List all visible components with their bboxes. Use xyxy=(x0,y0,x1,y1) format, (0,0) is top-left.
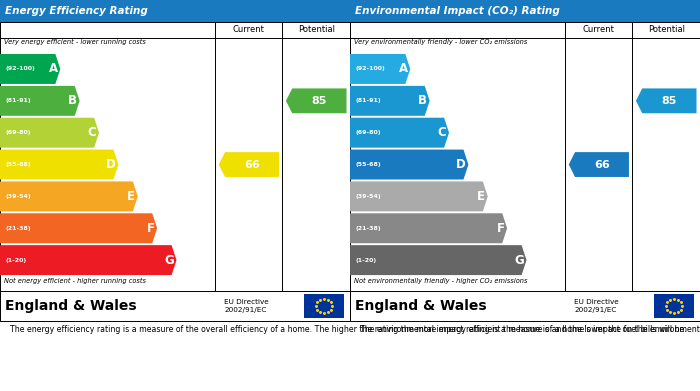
Text: Potential: Potential xyxy=(648,25,685,34)
Text: C: C xyxy=(88,126,97,139)
Text: F: F xyxy=(147,222,155,235)
Text: The environmental impact rating is a measure of a home's impact on the environme: The environmental impact rating is a mea… xyxy=(360,325,700,334)
Polygon shape xyxy=(218,152,279,177)
Bar xyxy=(654,294,694,318)
Polygon shape xyxy=(350,118,449,148)
Text: (55-68): (55-68) xyxy=(6,162,31,167)
Polygon shape xyxy=(0,213,157,243)
Text: (55-68): (55-68) xyxy=(355,162,381,167)
Text: The energy efficiency rating is a measure of the overall efficiency of a home. T: The energy efficiency rating is a measur… xyxy=(10,325,687,334)
Text: EU Directive
2002/91/EC: EU Directive 2002/91/EC xyxy=(224,299,269,313)
Polygon shape xyxy=(0,245,176,275)
Polygon shape xyxy=(350,54,410,84)
Polygon shape xyxy=(0,181,138,212)
Text: Not energy efficient - higher running costs: Not energy efficient - higher running co… xyxy=(4,278,146,284)
Text: 85: 85 xyxy=(312,96,327,106)
Text: (92-100): (92-100) xyxy=(6,66,35,72)
Text: (1-20): (1-20) xyxy=(6,258,27,263)
Text: A: A xyxy=(399,63,408,75)
Text: England & Wales: England & Wales xyxy=(355,299,487,313)
Text: (21-38): (21-38) xyxy=(355,226,381,231)
Polygon shape xyxy=(568,152,629,177)
Bar xyxy=(350,22,700,291)
Bar xyxy=(0,0,350,22)
Text: EU Directive
2002/91/EC: EU Directive 2002/91/EC xyxy=(574,299,619,313)
Bar xyxy=(304,294,344,318)
Text: B: B xyxy=(68,94,77,108)
Polygon shape xyxy=(0,118,99,148)
Text: D: D xyxy=(106,158,116,171)
Text: (81-91): (81-91) xyxy=(355,98,381,103)
Text: E: E xyxy=(127,190,135,203)
Text: Very energy efficient - lower running costs: Very energy efficient - lower running co… xyxy=(4,39,146,45)
Text: E: E xyxy=(477,190,485,203)
Text: Very environmentally friendly - lower CO₂ emissions: Very environmentally friendly - lower CO… xyxy=(354,39,527,45)
Text: (39-54): (39-54) xyxy=(6,194,31,199)
Bar xyxy=(0,22,350,291)
Bar xyxy=(0,291,350,321)
Text: 66: 66 xyxy=(594,160,610,170)
Polygon shape xyxy=(286,88,346,113)
Text: (81-91): (81-91) xyxy=(6,98,31,103)
Text: G: G xyxy=(514,254,524,267)
Polygon shape xyxy=(350,86,430,116)
Text: 66: 66 xyxy=(244,160,260,170)
Text: Current: Current xyxy=(583,25,615,34)
Text: (21-38): (21-38) xyxy=(6,226,31,231)
Polygon shape xyxy=(0,150,118,179)
Polygon shape xyxy=(350,150,468,179)
Polygon shape xyxy=(0,54,60,84)
Bar xyxy=(350,291,700,321)
Text: A: A xyxy=(49,63,58,75)
Text: F: F xyxy=(497,222,505,235)
Text: Not environmentally friendly - higher CO₂ emissions: Not environmentally friendly - higher CO… xyxy=(354,278,527,284)
Text: (69-80): (69-80) xyxy=(6,130,31,135)
Text: Energy Efficiency Rating: Energy Efficiency Rating xyxy=(6,6,148,16)
Text: (92-100): (92-100) xyxy=(355,66,385,72)
Text: G: G xyxy=(164,254,174,267)
Text: (69-80): (69-80) xyxy=(355,130,381,135)
Text: Environmental Impact (CO₂) Rating: Environmental Impact (CO₂) Rating xyxy=(355,6,560,16)
Polygon shape xyxy=(636,88,696,113)
Text: 85: 85 xyxy=(662,96,677,106)
Text: Current: Current xyxy=(233,25,265,34)
Text: B: B xyxy=(418,94,427,108)
Polygon shape xyxy=(350,245,526,275)
Polygon shape xyxy=(0,86,80,116)
Text: D: D xyxy=(456,158,466,171)
Text: (39-54): (39-54) xyxy=(355,194,381,199)
Text: C: C xyxy=(438,126,447,139)
Bar xyxy=(350,0,700,22)
Text: Potential: Potential xyxy=(298,25,335,34)
Polygon shape xyxy=(350,181,488,212)
Polygon shape xyxy=(350,213,507,243)
Text: England & Wales: England & Wales xyxy=(6,299,137,313)
Text: (1-20): (1-20) xyxy=(355,258,377,263)
